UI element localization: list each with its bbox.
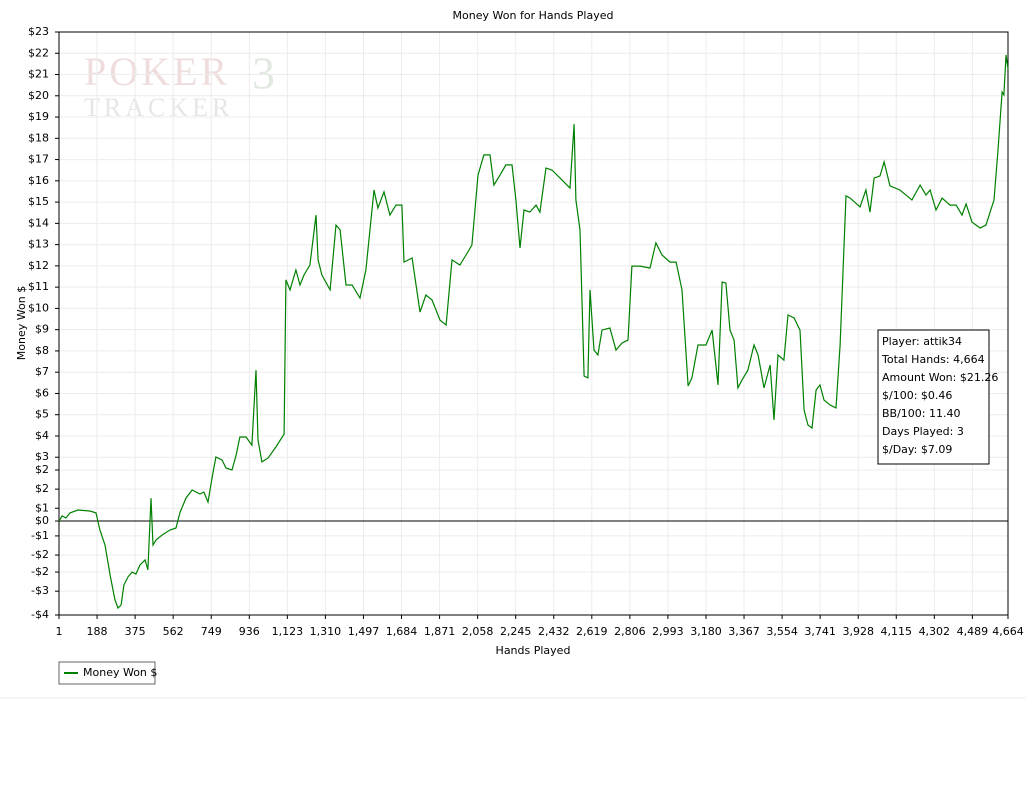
x-tick-label: 3,741: [804, 625, 836, 638]
y-tick-label: $13: [28, 238, 49, 251]
y-axis-label: Money Won $: [15, 286, 28, 360]
x-tick-label: 2,993: [652, 625, 684, 638]
info-text: Total Hands: 4,664: [881, 353, 985, 366]
watermark-text: 3: [252, 48, 275, 99]
y-tick-label: $12: [28, 259, 49, 272]
y-tick-label: $22: [28, 46, 49, 59]
y-tick-label: $16: [28, 174, 49, 187]
y-tick-label: $19: [28, 110, 49, 123]
y-tick-label: -$3: [31, 584, 49, 597]
y-tick-label: $0: [35, 514, 49, 527]
y-tick-label: $1: [35, 501, 49, 514]
x-tick-label: 1,497: [348, 625, 380, 638]
x-tick-label: 1,123: [272, 625, 304, 638]
y-tick-label: -$1: [31, 529, 49, 542]
info-text: BB/100: 11.40: [882, 407, 961, 420]
y-tick-label: $7: [35, 365, 49, 378]
x-tick-label: 3,180: [690, 625, 722, 638]
y-tick-label: $9: [35, 323, 49, 336]
x-tick-label: 4,664: [992, 625, 1024, 638]
legend-box: [58, 661, 156, 685]
x-axis-label: Hands Played: [496, 644, 571, 657]
info-text: Player: attik34: [882, 335, 962, 348]
x-tick-label: 4,489: [957, 625, 989, 638]
x-tick-label: 1,310: [310, 625, 342, 638]
y-tick-label: $8: [35, 344, 49, 357]
x-tick-label: 1,684: [386, 625, 418, 638]
x-tick-label: 4,115: [881, 625, 913, 638]
x-tick-label: 3,928: [842, 625, 874, 638]
info-text: Amount Won: $21.26: [882, 371, 998, 384]
info-text: $/100: $0.46: [882, 389, 952, 402]
info-text: Days Played: 3: [882, 425, 964, 438]
y-tick-label: $21: [28, 68, 49, 81]
y-tick-label: $10: [28, 301, 49, 314]
y-tick-label: $2: [35, 482, 49, 495]
x-tick-label: 2,806: [614, 625, 646, 638]
y-tick-label: $4: [35, 429, 49, 442]
y-tick-label: -$2: [31, 565, 49, 578]
x-tick-label: 2,245: [500, 625, 532, 638]
x-tick-label: 2,432: [538, 625, 570, 638]
y-tick-label: $15: [28, 195, 49, 208]
x-tick-label: 936: [239, 625, 260, 638]
info-box: [877, 329, 990, 465]
y-tick-label: $5: [35, 408, 49, 421]
y-tick-label: $3: [35, 450, 49, 463]
x-tick-label: 3,367: [728, 625, 760, 638]
y-tick-label: $14: [28, 216, 49, 229]
y-tick-label: $6: [35, 386, 49, 399]
legend-label: Money Won $: [83, 666, 157, 679]
y-tick-label: $18: [28, 131, 49, 144]
x-tick-label: 1,871: [424, 625, 456, 638]
x-tick-label: 4,302: [919, 625, 951, 638]
x-tick-label: 2,058: [462, 625, 494, 638]
y-tick-label: -$4: [31, 608, 49, 621]
y-tick-label: $23: [28, 25, 49, 38]
y-tick-label: $2: [35, 463, 49, 476]
y-tick-label: -$2: [31, 548, 49, 561]
x-tick-label: 749: [201, 625, 222, 638]
x-tick-label: 375: [125, 625, 146, 638]
x-tick-label: 562: [163, 625, 184, 638]
watermark-text: POKER: [84, 49, 230, 94]
plot-frame: [58, 31, 1009, 616]
chart-title: Money Won for Hands Played: [453, 9, 614, 22]
y-tick-label: $11: [28, 280, 49, 293]
x-tick-label: 188: [87, 625, 108, 638]
x-tick-label: 3,554: [766, 625, 798, 638]
info-text: $/Day: $7.09: [882, 443, 952, 456]
x-tick-label: 2,619: [576, 625, 608, 638]
series-line: [58, 54, 1009, 610]
x-tick-label: 1: [56, 625, 63, 638]
y-tick-label: $20: [28, 89, 49, 102]
y-tick-label: $17: [28, 153, 49, 166]
